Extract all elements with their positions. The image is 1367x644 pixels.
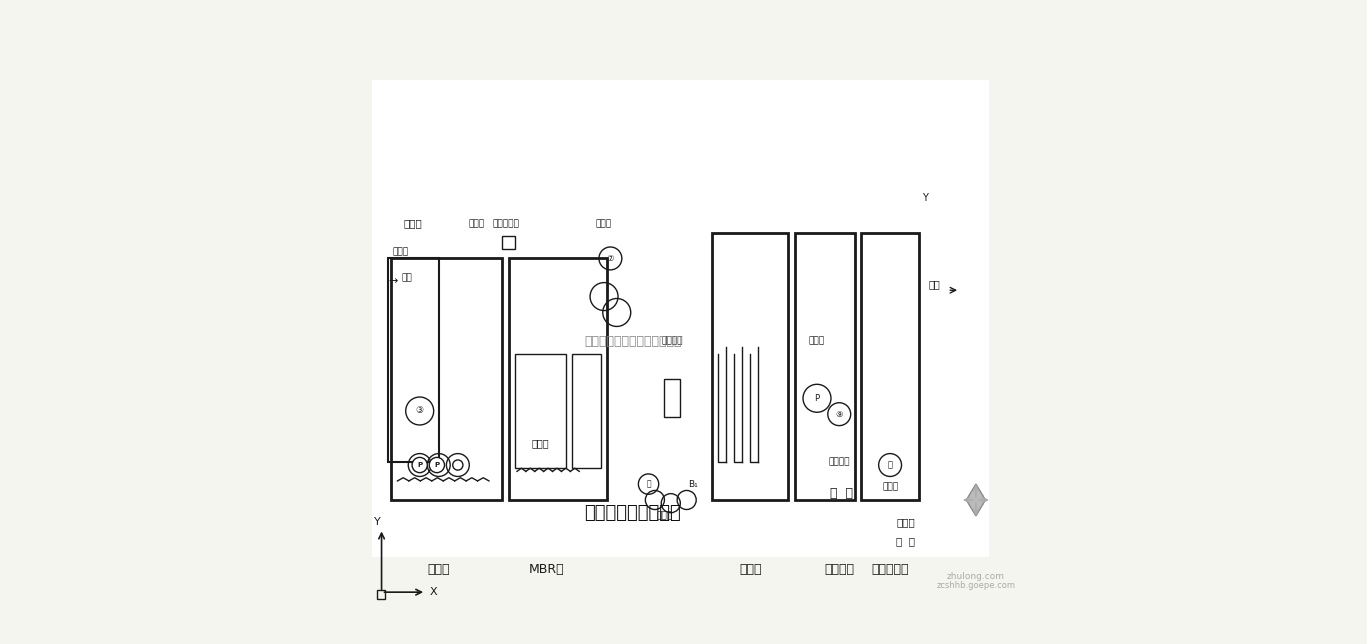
Text: 稳压罐: 稳压罐 [882,483,898,492]
Text: 消毒池: 消毒池 [740,564,761,576]
Text: 风  管: 风 管 [897,536,916,546]
Polygon shape [966,484,986,516]
Polygon shape [966,484,986,516]
Text: MBR池: MBR池 [529,564,565,576]
Bar [502,236,515,249]
Text: 污水管: 污水管 [897,517,915,527]
Text: P: P [417,462,422,468]
Text: 格栅池: 格栅池 [405,218,422,229]
Text: 鼓风机: 鼓风机 [656,511,673,520]
Text: 细格栅: 细格栅 [392,247,409,256]
Text: ⑨: ⑨ [835,410,843,419]
Text: 中间水池: 中间水池 [824,564,854,576]
Text: zcshhb.goepe.com: zcshhb.goepe.com [936,582,1016,591]
Bar [372,80,988,557]
Text: 污水: 污水 [402,273,413,282]
Bar [861,233,919,500]
Circle shape [429,457,444,473]
Bar [664,379,681,417]
Bar [515,354,566,468]
Text: 余氯检测: 余氯检测 [828,457,850,466]
Text: ⑬: ⑬ [647,480,651,489]
Text: 提升泵: 提升泵 [809,337,826,346]
Text: 图  例: 图 例 [830,487,853,500]
Text: 毛炭过滤器: 毛炭过滤器 [492,219,519,228]
Bar [391,258,502,500]
Text: ③: ③ [416,406,424,415]
Bar [377,591,385,598]
Circle shape [411,457,428,473]
Text: P: P [815,393,820,402]
Bar [573,354,601,468]
Text: 中水处理工艺流程图: 中水处理工艺流程图 [584,504,681,522]
Bar [509,258,607,500]
Text: 膜组件: 膜组件 [532,438,550,448]
Text: →: → [388,276,398,286]
Text: 中水贮水池: 中水贮水池 [871,564,909,576]
Bar [712,233,789,500]
Text: 诸城市水衡环保科技有限公司: 诸城市水衡环保科技有限公司 [584,335,681,348]
Text: B₁: B₁ [688,480,699,489]
Text: 自吸泵: 自吸泵 [596,219,612,228]
Text: 供水: 供水 [928,279,940,289]
Text: zhulong.com: zhulong.com [947,572,1005,581]
Text: Y: Y [923,193,928,203]
Text: Y: Y [373,517,380,527]
Text: 提升泵: 提升泵 [469,219,485,228]
Bar [794,233,856,500]
Bar [388,258,439,462]
Text: 消毒剂筒: 消毒剂筒 [662,337,684,346]
Text: 调节池: 调节池 [428,564,450,576]
Text: P: P [435,462,439,468]
Text: X: X [429,587,437,597]
Text: ⑪: ⑪ [887,460,893,469]
Text: ⑦: ⑦ [607,254,614,263]
